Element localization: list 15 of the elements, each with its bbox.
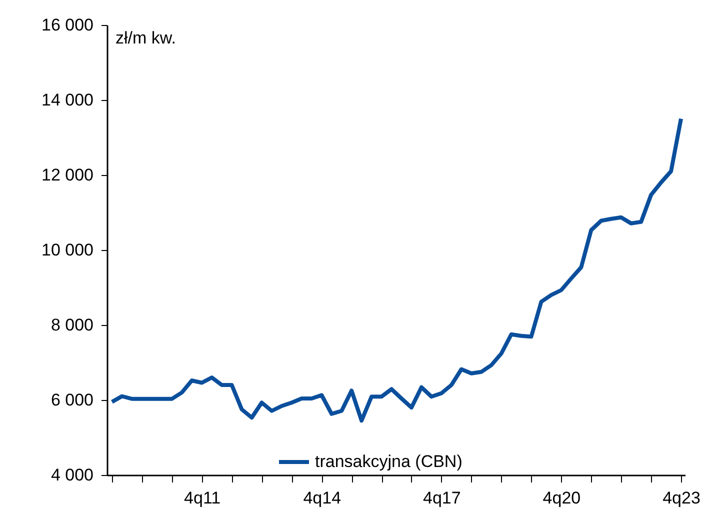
line-series [110,116,684,423]
y-tick-label: 12 000 [42,166,94,184]
x-tick-label: 4q20 [542,488,581,508]
y-tick-label: 14 000 [42,90,94,110]
x-tick-label: 4q14 [303,488,342,508]
y-tick-label: 8 000 [50,316,94,334]
x-tick-label: 4q23 [662,488,700,508]
x-tick-label: 4q11 [184,488,221,508]
legend-label: transakcyjna (CBN) [315,452,462,471]
y-axis-title: zł/m kw. [116,28,176,48]
x-tick-label: 4q17 [423,488,461,508]
y-tick-label: 10 000 [42,240,94,260]
y-tick-label: 4 000 [50,466,94,484]
y-tick-label: 6 000 [50,390,94,410]
y-tick-label: 16 000 [42,16,94,34]
